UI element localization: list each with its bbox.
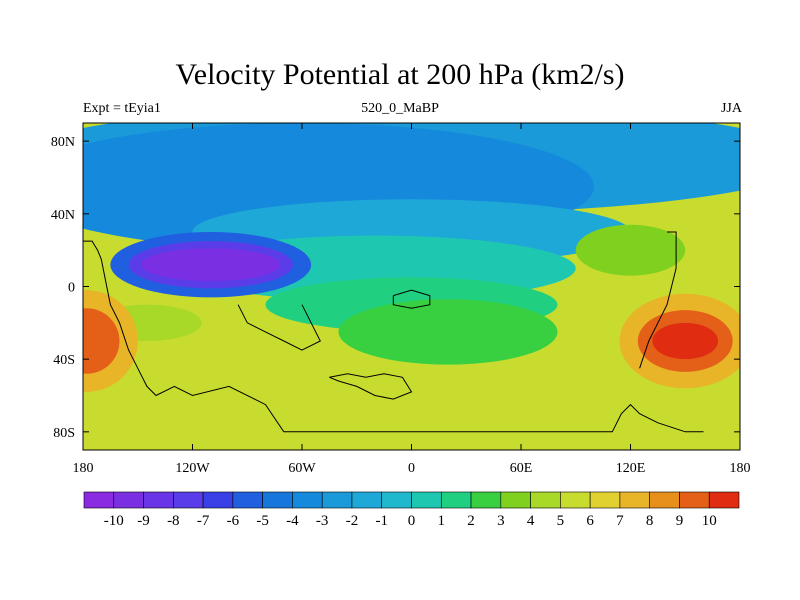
colorbar-swatch: [143, 491, 174, 509]
colorbar-label: -1: [375, 513, 388, 529]
experiment-label: Expt = tEyia1: [83, 101, 161, 116]
y-axis: 80N 40N 0 40S 80S: [51, 135, 740, 441]
chart-title: Velocity Potential at 200 hPa (km2/s): [175, 58, 625, 91]
y-tick-label: 80S: [53, 426, 75, 441]
x-tick-label: 180: [73, 461, 94, 476]
colorbar-swatch: [83, 491, 115, 509]
colorbar-swatch: [708, 491, 740, 509]
colorbar-swatch: [560, 491, 591, 509]
colorbar-swatch: [589, 491, 621, 509]
coastline: [237, 304, 321, 351]
x-tick-label: 180: [730, 461, 751, 476]
y-tick-label: 40N: [51, 208, 75, 223]
y-tick-label: 0: [68, 281, 75, 296]
colorbar-label: -6: [227, 513, 240, 529]
colorbar-swatch: [411, 491, 442, 509]
x-tick-label: 60W: [288, 461, 316, 476]
colorbar-label: -10: [104, 513, 124, 529]
colorbar-label: -8: [167, 513, 180, 529]
colorbar-swatch: [679, 491, 710, 509]
colorbar-label: -4: [286, 513, 299, 529]
field-blob: [141, 248, 281, 282]
x-tick-label: 60E: [510, 461, 533, 476]
coastline: [83, 240, 704, 433]
colorbar-swatch: [173, 491, 204, 509]
field-blob: [338, 299, 558, 365]
coastline: [639, 231, 677, 369]
colorbar-swatch: [321, 491, 353, 509]
y-tick-label: 80N: [51, 135, 75, 150]
y-tick-label: 40S: [53, 353, 75, 368]
colorbar-label: 5: [557, 513, 565, 529]
coastlines: [83, 231, 704, 433]
colorbar-label: 6: [586, 513, 594, 529]
colorbar-swatch: [351, 491, 383, 509]
colorbar-label: -9: [137, 513, 150, 529]
colorbar-swatch: [470, 491, 502, 509]
colorbar-swatch: [440, 491, 472, 509]
x-tick-label: 0: [408, 461, 415, 476]
colorbar-label: 4: [527, 513, 535, 529]
colorbar-swatch: [262, 491, 293, 509]
colorbar-swatch: [292, 491, 323, 509]
colorbar-label: -5: [256, 513, 269, 529]
season-label: JJA: [720, 101, 742, 116]
colorbar-swatch: [649, 491, 680, 509]
colorbar-label: 0: [408, 513, 416, 529]
colorbar-label: 3: [497, 513, 505, 529]
colorbar-label: -7: [197, 513, 210, 529]
colorbar-swatch: [530, 491, 561, 509]
colorbar-swatch: [202, 491, 234, 509]
colorbar-label: -3: [316, 513, 329, 529]
colorbar: -10 -9 -8 -7 -6 -5 -4 -3 -2 -1 0 1 2 3 4 5 6 7 8 9 10: [83, 491, 740, 529]
coastline: [329, 373, 413, 400]
colorbar-label: 8: [646, 513, 654, 529]
colorbar-label: 7: [616, 513, 624, 529]
x-axis: 180 120W 60W 0 60E 120E 180: [73, 123, 751, 476]
field-blob: [83, 308, 120, 374]
colorbar-swatch: [500, 491, 531, 509]
colorbar-label: 2: [467, 513, 475, 529]
field-blob: [575, 224, 686, 276]
colorbar-label: -2: [346, 513, 359, 529]
colorbar-swatch: [113, 491, 144, 509]
colorbar-label: 9: [676, 513, 684, 529]
field-blob: [652, 322, 719, 360]
colorbar-swatch: [619, 491, 650, 509]
x-tick-label: 120E: [616, 461, 646, 476]
colorbar-label: 1: [438, 513, 446, 529]
x-tick-label: 120W: [175, 461, 210, 476]
colorbar-swatch: [232, 491, 263, 509]
colorbar-swatch: [381, 491, 412, 509]
colorbar-label: 10: [702, 513, 717, 529]
run-label: 520_0_MaBP: [361, 101, 439, 116]
coastline: [392, 289, 431, 309]
contour-field: [83, 123, 740, 450]
